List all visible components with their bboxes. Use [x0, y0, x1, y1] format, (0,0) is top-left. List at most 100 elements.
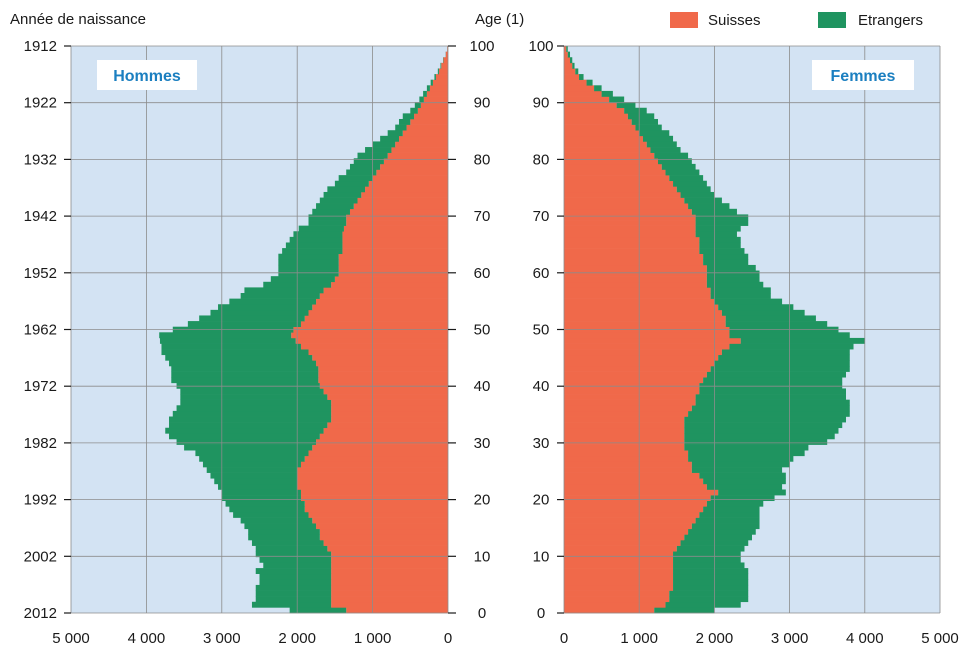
men-suisses-bar-age-84 — [398, 135, 448, 142]
men-suisses-bar-age-90 — [420, 102, 448, 109]
men-suisses-bar-age-12 — [323, 540, 448, 546]
women-etrangers-bar-age-40 — [699, 382, 843, 389]
age-tick-label-right: 40 — [533, 378, 550, 395]
women-etrangers-bar-age-45 — [718, 354, 850, 361]
men-suisses-bar-age-42 — [318, 371, 448, 378]
women-suisses-bar-age-84 — [564, 135, 643, 142]
men-suisses-bar-age-95 — [435, 74, 448, 80]
men-suisses-bar-age-34 — [331, 416, 448, 423]
men-suisses-bar-age-77 — [372, 175, 448, 182]
women-etrangers-bar-age-67 — [695, 231, 737, 238]
men-etrangers-bar-age-2 — [255, 596, 332, 603]
men-etrangers-bar-age-74 — [323, 191, 362, 198]
men-etrangers-bar-age-3 — [255, 590, 332, 597]
women-suisses-bar-age-3 — [564, 590, 670, 597]
women-etrangers-bar-age-28 — [688, 450, 805, 457]
women-etrangers-bar-age-47 — [729, 343, 854, 350]
women-etrangers-bar-age-18 — [703, 506, 760, 513]
women-x-tick-label: 0 — [560, 630, 568, 647]
legend-swatch-suisses — [670, 12, 698, 28]
men-suisses-bar-age-60 — [338, 270, 448, 277]
men-suisses-bar-age-36 — [331, 405, 448, 412]
women-etrangers-bar-age-94 — [586, 79, 593, 86]
women-etrangers-bar-age-38 — [695, 394, 846, 400]
men-etrangers-bar-age-90 — [414, 102, 421, 109]
women-etrangers-bar-age-55 — [714, 298, 783, 305]
men-suisses-bar-age-44 — [316, 360, 448, 367]
women-suisses-bar-age-70 — [564, 214, 696, 221]
women-etrangers-bar-age-60 — [706, 270, 760, 277]
women-etrangers-bar-age-8 — [673, 562, 745, 569]
women-etrangers-bar-age-27 — [688, 455, 794, 462]
men-etrangers-bar-age-29 — [184, 444, 313, 451]
women-etrangers-bar-age-4 — [673, 584, 749, 591]
women-suisses-bar-age-49 — [564, 332, 730, 339]
men-suisses-bar-age-41 — [318, 377, 448, 384]
men-etrangers-bar-age-46 — [161, 349, 309, 356]
women-etrangers-bar-age-35 — [688, 410, 850, 417]
men-suisses-bar-age-33 — [327, 422, 448, 429]
women-suisses-bar-age-56 — [564, 293, 711, 299]
women-suisses-bar-age-1 — [564, 601, 666, 608]
men-suisses-bar-age-71 — [349, 208, 448, 215]
axis-ticks — [64, 45, 564, 614]
men-etrangers-bar-age-35 — [172, 410, 332, 417]
women-suisses-bar-age-80 — [564, 158, 658, 165]
women-suisses-bar-age-67 — [564, 231, 696, 238]
women-etrangers-bar-age-57 — [710, 287, 771, 294]
women-etrangers-bar-age-76 — [673, 180, 707, 187]
women-etrangers-bar-age-3 — [669, 590, 749, 597]
birth-year-tick-label: 1922 — [24, 95, 57, 112]
men-suisses-bar-age-46 — [308, 349, 448, 356]
men-etrangers-bar-age-60 — [278, 270, 339, 277]
men-suisses-bar-age-83 — [395, 141, 448, 148]
women-etrangers-bar-age-95 — [579, 74, 584, 80]
men-suisses-bar-age-64 — [342, 248, 448, 255]
women-etrangers-bar-age-39 — [699, 388, 846, 395]
women-x-tick-label: 2 000 — [696, 630, 734, 647]
women-etrangers-bar-age-7 — [673, 568, 749, 575]
women-etrangers-bar-age-62 — [703, 259, 749, 266]
women-suisses-bar-age-43 — [564, 365, 711, 372]
men-etrangers-bar-age-87 — [398, 118, 411, 125]
women-etrangers-bar-age-78 — [665, 169, 700, 176]
men-x-tick-label: 3 000 — [203, 630, 241, 647]
women-etrangers-bar-age-20 — [710, 495, 775, 502]
women-etrangers-bar-age-42 — [706, 371, 846, 378]
women-suisses-bar-age-64 — [564, 248, 700, 255]
women-suisses-bar-age-81 — [564, 152, 655, 159]
men-suisses-bar-age-67 — [342, 231, 448, 238]
age-tick-label-left: 40 — [474, 378, 491, 395]
women-etrangers-bar-age-0 — [654, 607, 715, 614]
men-suisses-bar-age-99 — [445, 51, 448, 58]
men-etrangers-bar-age-14 — [248, 528, 320, 535]
women-etrangers-bar-age-36 — [691, 405, 850, 412]
men-etrangers-bar-age-53 — [210, 309, 309, 316]
age-tick-label-right: 0 — [537, 605, 545, 622]
legend-swatch-etrangers — [818, 12, 846, 28]
women-etrangers-bar-age-99 — [567, 51, 571, 58]
men-etrangers-bar-age-26 — [202, 461, 301, 468]
women-etrangers-bar-age-80 — [658, 158, 692, 165]
women-etrangers-bar-age-15 — [691, 523, 760, 530]
men-etrangers-bar-age-12 — [251, 540, 324, 546]
women-suisses-bar-age-40 — [564, 382, 700, 389]
men-etrangers-bar-age-49 — [159, 332, 292, 339]
men-suisses-bar-age-1 — [331, 601, 448, 608]
men-etrangers-bar-age-30 — [176, 438, 317, 445]
men-suisses-bar-age-49 — [291, 332, 448, 339]
women-bars — [564, 46, 865, 614]
men-suisses-bar-age-15 — [316, 523, 448, 530]
men-suisses-bar-age-39 — [323, 388, 448, 395]
women-suisses-bar-age-51 — [564, 321, 726, 327]
men-suisses-bar-age-51 — [300, 321, 448, 327]
men-suisses-bar-age-69 — [346, 220, 448, 226]
men-etrangers-bar-age-82 — [365, 147, 392, 153]
men-etrangers-bar-age-37 — [180, 399, 332, 406]
women-etrangers-bar-age-97 — [572, 62, 575, 69]
women-suisses-bar-age-62 — [564, 259, 704, 266]
women-suisses-bar-age-53 — [564, 309, 722, 316]
women-suisses-bar-age-66 — [564, 236, 700, 243]
women-suisses-bar-age-17 — [564, 511, 700, 518]
men-x-tick-label: 0 — [444, 630, 452, 647]
